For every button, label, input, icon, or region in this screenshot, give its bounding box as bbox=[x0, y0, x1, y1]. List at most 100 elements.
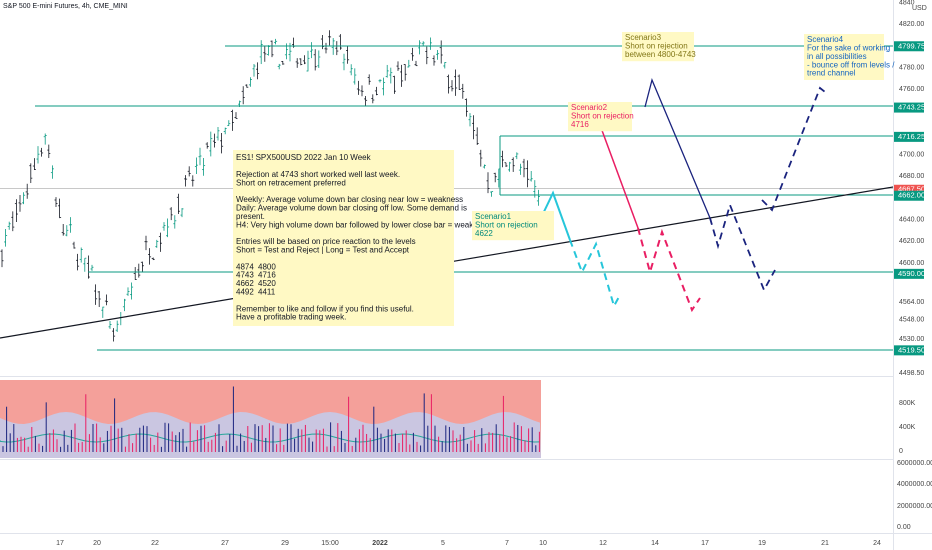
price-tag-label: 4662.00 bbox=[898, 191, 925, 200]
time-label: 5 bbox=[441, 540, 445, 547]
price-label: 4760.00 bbox=[899, 86, 924, 93]
scenario-text: Scenario1 bbox=[475, 212, 512, 221]
price-tag bbox=[894, 184, 924, 195]
time-label: 17 bbox=[56, 540, 64, 547]
lower-label: 4000000.00 bbox=[897, 481, 932, 488]
lower-label: 0.00 bbox=[897, 524, 911, 531]
price-tag bbox=[894, 102, 924, 113]
note-text: ES1! SPX500USD 2022 Jan 10 Week bbox=[236, 153, 372, 162]
scenario-text: trend channel bbox=[807, 69, 856, 78]
scenario2-path bbox=[637, 227, 701, 313]
scenario-box bbox=[804, 34, 884, 80]
time-label: 27 bbox=[221, 540, 229, 547]
price-label: 4530.00 bbox=[899, 336, 924, 343]
volume-label: 0 bbox=[899, 448, 903, 455]
time-label: 14 bbox=[651, 540, 659, 547]
price-tag-label: 4519.50 bbox=[898, 345, 925, 354]
note-text: Remember to like and follow if you find … bbox=[236, 304, 414, 313]
time-label: 10 bbox=[539, 540, 547, 547]
note-level: 4520 bbox=[258, 279, 276, 288]
lower-label: 2000000.00 bbox=[897, 503, 932, 510]
note-text: H4: Very high volume down bar followed b… bbox=[236, 220, 490, 229]
note-level: 4743 bbox=[236, 271, 254, 280]
time-label: 20 bbox=[93, 540, 101, 547]
price-tag bbox=[894, 131, 924, 142]
time-label: 12 bbox=[599, 540, 607, 547]
scenario-text: in all possibilities bbox=[807, 52, 867, 61]
note-level: 4411 bbox=[258, 288, 276, 297]
price-label: 4820.00 bbox=[899, 21, 924, 28]
note-level: 4492 bbox=[236, 288, 254, 297]
pane-divider bbox=[0, 376, 893, 377]
note-level: 4874 bbox=[236, 262, 254, 271]
scenario-text: between 4800-4743 bbox=[625, 50, 696, 59]
note-level: 4716 bbox=[258, 271, 276, 280]
price-label: 4620.00 bbox=[899, 238, 924, 245]
price-tag bbox=[894, 345, 924, 356]
scenario-text: 4716 bbox=[571, 120, 589, 129]
scenario-text: Scenario4 bbox=[807, 35, 844, 44]
note-text: Have a profitable trading week. bbox=[236, 313, 346, 322]
price-label: 4600.00 bbox=[899, 260, 924, 267]
note-text: present. bbox=[236, 212, 265, 221]
scenario-text: Scenario2 bbox=[571, 103, 608, 112]
price-label: 4780.00 bbox=[899, 65, 924, 72]
scenario3-path bbox=[709, 202, 776, 293]
price-label: 4498.50 bbox=[899, 370, 924, 377]
note-text: Weekly: Average volume down bar closing … bbox=[236, 195, 463, 204]
price-label: 4640.00 bbox=[899, 216, 924, 223]
price-label: 4700.00 bbox=[899, 151, 924, 158]
axis-divider bbox=[893, 0, 894, 550]
price-tag-label: 4799.75 bbox=[898, 41, 925, 50]
time-label: 2022 bbox=[372, 540, 388, 547]
note-text: Short = Test and Reject | Long = Test an… bbox=[236, 246, 410, 255]
price-label: 4840 bbox=[899, 0, 915, 6]
note-text: Rejection at 4743 short worked well last… bbox=[236, 170, 400, 179]
scenario-box bbox=[472, 211, 554, 241]
scenario2-arrow bbox=[599, 124, 639, 229]
scenario4-path bbox=[761, 86, 826, 212]
scenario-box bbox=[622, 32, 694, 62]
price-tag-label: 4743.25 bbox=[898, 103, 925, 112]
time-label: 17 bbox=[701, 540, 709, 547]
drawings bbox=[0, 45, 894, 351]
price-label: 4548.00 bbox=[899, 316, 924, 323]
note-text: Entries will be based on price reaction … bbox=[236, 237, 416, 246]
scenario-text: For the sake of working bbox=[807, 44, 890, 53]
note-text: Short on retracement preferred bbox=[236, 178, 346, 187]
scenario-text: Short on rejection bbox=[571, 112, 634, 121]
note-text: Daily: Average volume down bar closing o… bbox=[236, 204, 467, 213]
price-tag bbox=[894, 190, 924, 201]
price-label: 4564.00 bbox=[899, 299, 924, 306]
time-label: 21 bbox=[821, 540, 829, 547]
volume-label: 400K bbox=[899, 424, 916, 431]
time-label: 7 bbox=[505, 540, 509, 547]
scenario-text: 4622 bbox=[475, 229, 493, 238]
scenario-text: Short on rejection bbox=[475, 221, 538, 230]
time-label: 29 bbox=[281, 540, 289, 547]
scenario-box bbox=[568, 102, 632, 132]
price-tag-label: 4667.50 bbox=[898, 185, 925, 194]
time-label: 22 bbox=[151, 540, 159, 547]
currency: USD bbox=[912, 5, 927, 12]
time-label: 19 bbox=[758, 540, 766, 547]
time-label: 24 bbox=[873, 540, 881, 547]
time-label: 15:00 bbox=[321, 540, 339, 547]
price-tag-label: 4716.25 bbox=[898, 132, 925, 141]
lower-label: 6000000.00 bbox=[897, 460, 932, 467]
scenario-text: - bounce off from levels / bbox=[807, 60, 895, 69]
note-level: 4662 bbox=[236, 279, 254, 288]
note-box bbox=[233, 150, 454, 326]
pane-divider bbox=[0, 459, 893, 460]
price-label: 4680.00 bbox=[899, 173, 924, 180]
scenario1-path bbox=[569, 239, 621, 309]
candles bbox=[0, 30, 540, 342]
chart-title: S&P 500 E-mini Futures, 4h, CME_MINI bbox=[3, 3, 128, 10]
price-tag-label: 4590.00 bbox=[898, 269, 925, 278]
scenario-text: Short on rejection bbox=[625, 42, 688, 51]
price-tag bbox=[894, 41, 924, 52]
scenario-text: Scenario3 bbox=[625, 33, 662, 42]
note-level: 4800 bbox=[258, 262, 276, 271]
price-tag bbox=[894, 268, 924, 279]
